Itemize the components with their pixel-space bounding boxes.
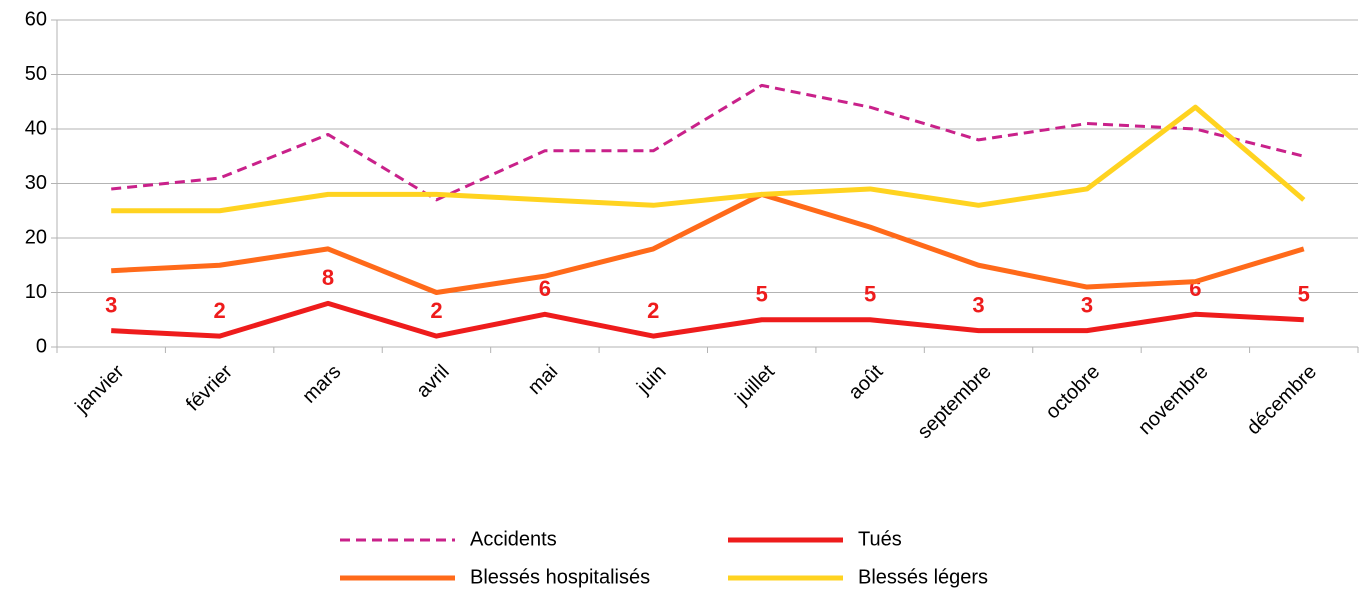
data-label: 3 bbox=[1081, 292, 1093, 317]
y-tick-label: 50 bbox=[25, 63, 47, 85]
legend-label: Blessés légers bbox=[858, 566, 988, 588]
legend-label: Blessés hospitalisés bbox=[470, 566, 650, 588]
y-tick-label: 10 bbox=[25, 281, 47, 303]
data-label: 8 bbox=[322, 265, 334, 290]
data-label: 3 bbox=[105, 292, 117, 317]
data-label: 5 bbox=[864, 282, 876, 307]
x-tick-label: mai bbox=[524, 361, 562, 399]
data-label: 2 bbox=[214, 298, 226, 323]
x-tick-label: décembre bbox=[1243, 361, 1321, 439]
x-tick-label: juin bbox=[632, 361, 670, 399]
y-tick-label: 40 bbox=[25, 117, 47, 139]
data-label: 2 bbox=[647, 298, 659, 323]
data-label: 5 bbox=[1298, 282, 1310, 307]
legend-label: Tués bbox=[858, 528, 902, 550]
series-line bbox=[111, 300, 1304, 339]
legend-label: Accidents bbox=[470, 528, 557, 550]
x-tick-label: septembre bbox=[913, 361, 995, 443]
x-tick-label: février bbox=[182, 360, 237, 415]
y-tick-label: 60 bbox=[25, 8, 47, 30]
series-line bbox=[111, 83, 1305, 202]
series-line bbox=[111, 191, 1305, 295]
x-tick-label: août bbox=[844, 360, 887, 403]
data-label: 3 bbox=[972, 292, 984, 317]
x-tick-label: novembre bbox=[1134, 361, 1212, 439]
y-tick-label: 0 bbox=[36, 335, 47, 357]
y-tick-label: 20 bbox=[25, 226, 47, 248]
x-tick-label: janvier bbox=[71, 360, 129, 418]
x-tick-label: octobre bbox=[1041, 361, 1104, 424]
data-label: 5 bbox=[756, 282, 768, 307]
y-tick-label: 30 bbox=[25, 172, 47, 194]
x-tick-label: mars bbox=[298, 361, 345, 408]
series-line bbox=[111, 104, 1306, 214]
x-tick-label: avril bbox=[412, 361, 453, 402]
x-tick-label: juillet bbox=[730, 360, 779, 409]
data-label: 2 bbox=[430, 298, 442, 323]
data-label: 6 bbox=[539, 276, 551, 301]
